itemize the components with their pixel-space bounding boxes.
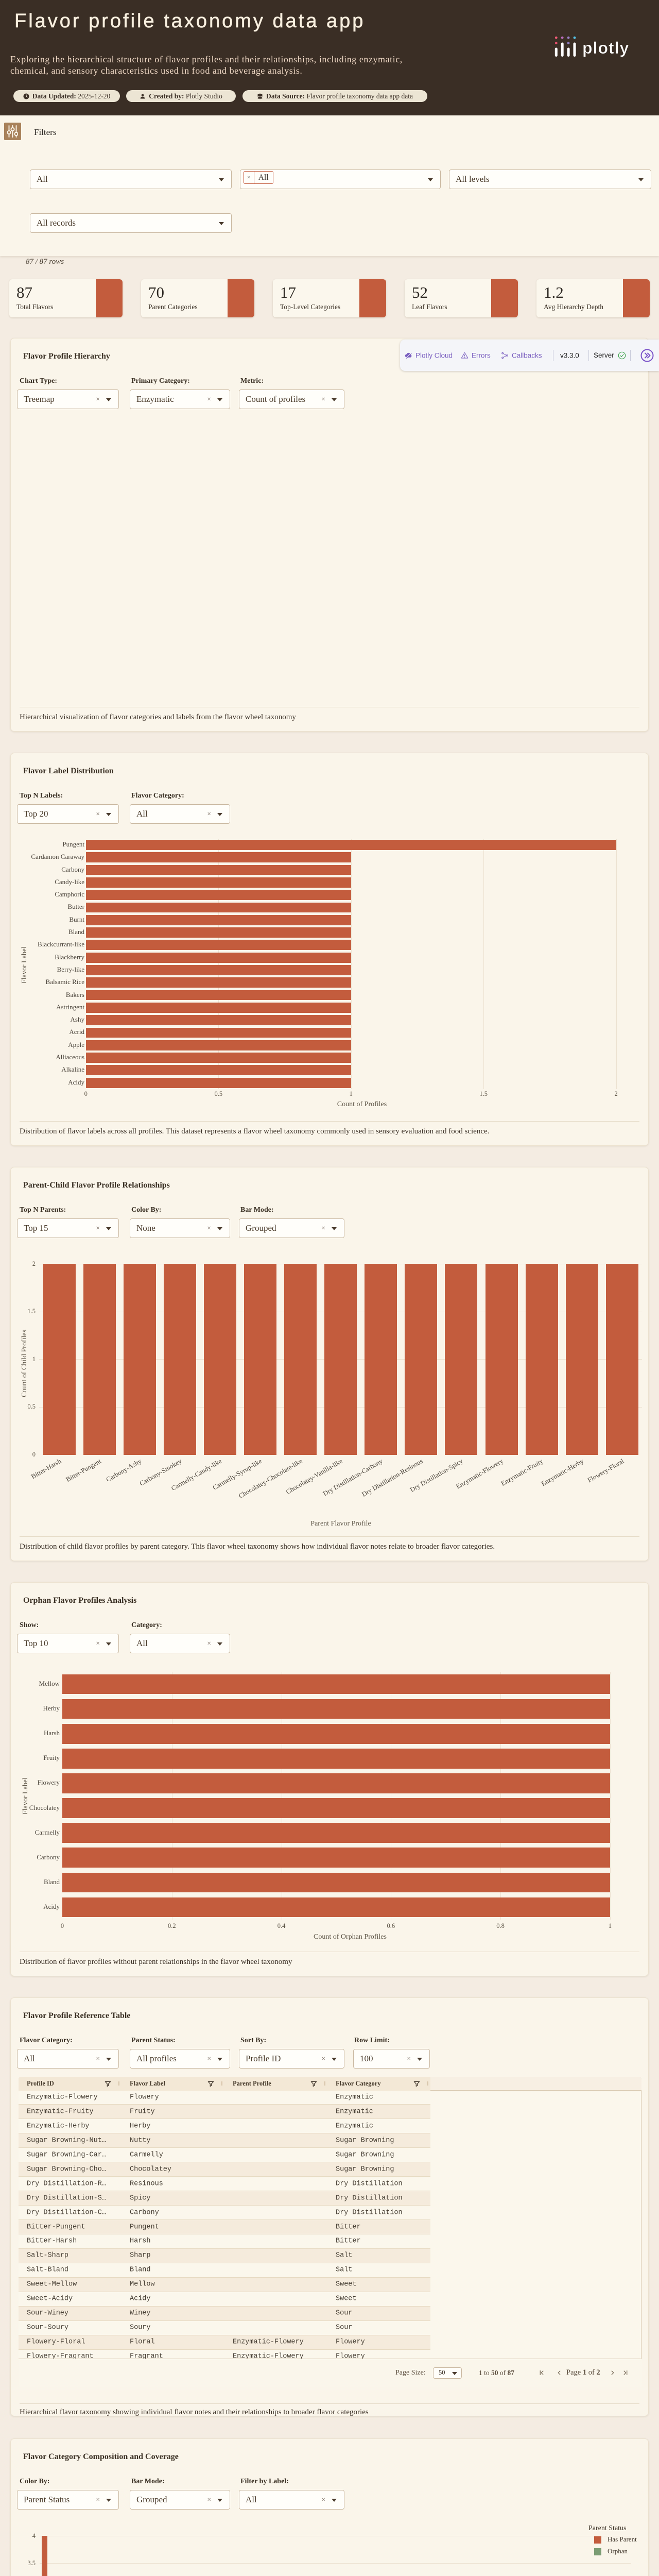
svg-text:plotly: plotly	[582, 39, 629, 57]
